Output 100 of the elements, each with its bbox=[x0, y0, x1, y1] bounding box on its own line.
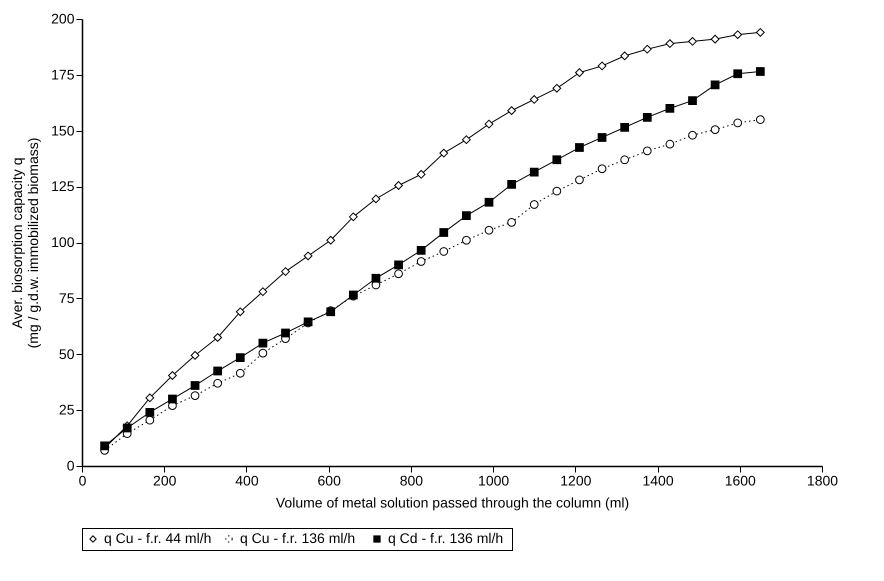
y-tick-label: 175 bbox=[51, 66, 75, 82]
point bbox=[190, 391, 200, 400]
y-tick-label: 0 bbox=[66, 458, 75, 474]
point bbox=[439, 228, 448, 237]
point bbox=[462, 135, 471, 144]
x-tick-label: 600 bbox=[317, 472, 342, 488]
point bbox=[688, 36, 697, 46]
y-tick-label: 50 bbox=[58, 346, 75, 362]
point bbox=[258, 348, 268, 358]
point bbox=[326, 236, 336, 245]
point bbox=[258, 287, 268, 296]
point bbox=[258, 338, 268, 348]
point bbox=[552, 186, 562, 196]
point bbox=[688, 96, 697, 105]
point bbox=[620, 123, 630, 132]
point bbox=[168, 394, 177, 404]
point bbox=[462, 211, 471, 220]
point bbox=[710, 125, 720, 134]
x-tick-label: 1800 bbox=[806, 472, 838, 488]
legend-label: q Cu - f.r. 136 ml/h bbox=[240, 530, 356, 546]
point bbox=[530, 200, 539, 209]
y-tick-label: 100 bbox=[51, 234, 75, 250]
y-tick-label: 200 bbox=[51, 10, 75, 26]
point bbox=[145, 408, 154, 417]
point bbox=[733, 30, 742, 40]
point bbox=[484, 226, 494, 235]
point bbox=[190, 381, 200, 390]
point bbox=[416, 257, 426, 266]
point bbox=[666, 39, 674, 48]
point bbox=[688, 130, 697, 140]
point bbox=[575, 143, 584, 152]
x-tick-label: 800 bbox=[400, 472, 424, 488]
point bbox=[666, 104, 674, 113]
point bbox=[213, 366, 222, 376]
x-tick-label: 400 bbox=[235, 472, 259, 488]
point bbox=[145, 416, 154, 425]
point bbox=[281, 267, 290, 276]
x-tick-label: 200 bbox=[153, 472, 177, 488]
point bbox=[598, 62, 606, 70]
y-tick-label: 75 bbox=[58, 290, 75, 306]
point bbox=[394, 269, 403, 278]
point bbox=[416, 246, 426, 255]
point bbox=[666, 140, 674, 149]
point bbox=[575, 68, 584, 78]
point bbox=[552, 155, 562, 164]
point bbox=[507, 218, 516, 227]
point bbox=[394, 260, 403, 270]
point bbox=[236, 368, 245, 378]
point bbox=[394, 181, 403, 190]
point bbox=[145, 393, 154, 402]
x-tick-label: 0 bbox=[78, 472, 87, 488]
x-tick-label: 1200 bbox=[560, 472, 592, 488]
point bbox=[620, 52, 630, 60]
x-tick-label: 1000 bbox=[478, 472, 510, 488]
point bbox=[213, 378, 222, 388]
point bbox=[304, 252, 312, 260]
point bbox=[642, 146, 652, 156]
point bbox=[372, 194, 380, 204]
point bbox=[416, 170, 426, 179]
point bbox=[530, 168, 539, 176]
point bbox=[348, 212, 358, 222]
x-tick-label: 1400 bbox=[642, 472, 674, 488]
point bbox=[462, 236, 471, 245]
point bbox=[552, 84, 562, 93]
x-axis-title: Volume of metal solution passed through the column (ml) bbox=[276, 494, 630, 510]
point bbox=[507, 106, 516, 116]
point bbox=[710, 34, 720, 44]
point bbox=[372, 274, 380, 283]
point bbox=[575, 176, 584, 184]
point bbox=[756, 67, 765, 76]
point bbox=[756, 28, 765, 37]
point bbox=[190, 350, 200, 360]
legend-label: q Cu - f.r. 44 ml/h bbox=[104, 530, 212, 546]
y-tick-label: 25 bbox=[58, 402, 75, 418]
point bbox=[598, 164, 606, 174]
point bbox=[439, 148, 448, 158]
point bbox=[710, 80, 720, 90]
point bbox=[756, 115, 765, 124]
y-tick-label: 150 bbox=[51, 122, 75, 138]
x-tick-label: 1600 bbox=[724, 472, 756, 488]
point bbox=[507, 180, 516, 189]
point bbox=[598, 133, 606, 142]
y-axis-title: Aver. biosorption capacity q (mg / g.d.w. immobilized biomass) bbox=[9, 138, 42, 348]
legend-label: q Cd - f.r. 136 ml/h bbox=[388, 530, 504, 546]
point bbox=[236, 353, 245, 362]
point bbox=[281, 328, 290, 338]
point bbox=[484, 198, 494, 207]
point bbox=[100, 442, 109, 450]
point bbox=[213, 333, 222, 342]
point bbox=[733, 69, 742, 78]
point bbox=[484, 120, 494, 128]
point bbox=[642, 44, 652, 54]
point bbox=[439, 247, 448, 256]
point bbox=[642, 112, 652, 122]
point bbox=[122, 424, 132, 432]
point bbox=[620, 155, 630, 164]
y-tick-label: 125 bbox=[51, 178, 75, 194]
point bbox=[530, 95, 539, 104]
point bbox=[733, 118, 742, 128]
point bbox=[236, 307, 245, 316]
